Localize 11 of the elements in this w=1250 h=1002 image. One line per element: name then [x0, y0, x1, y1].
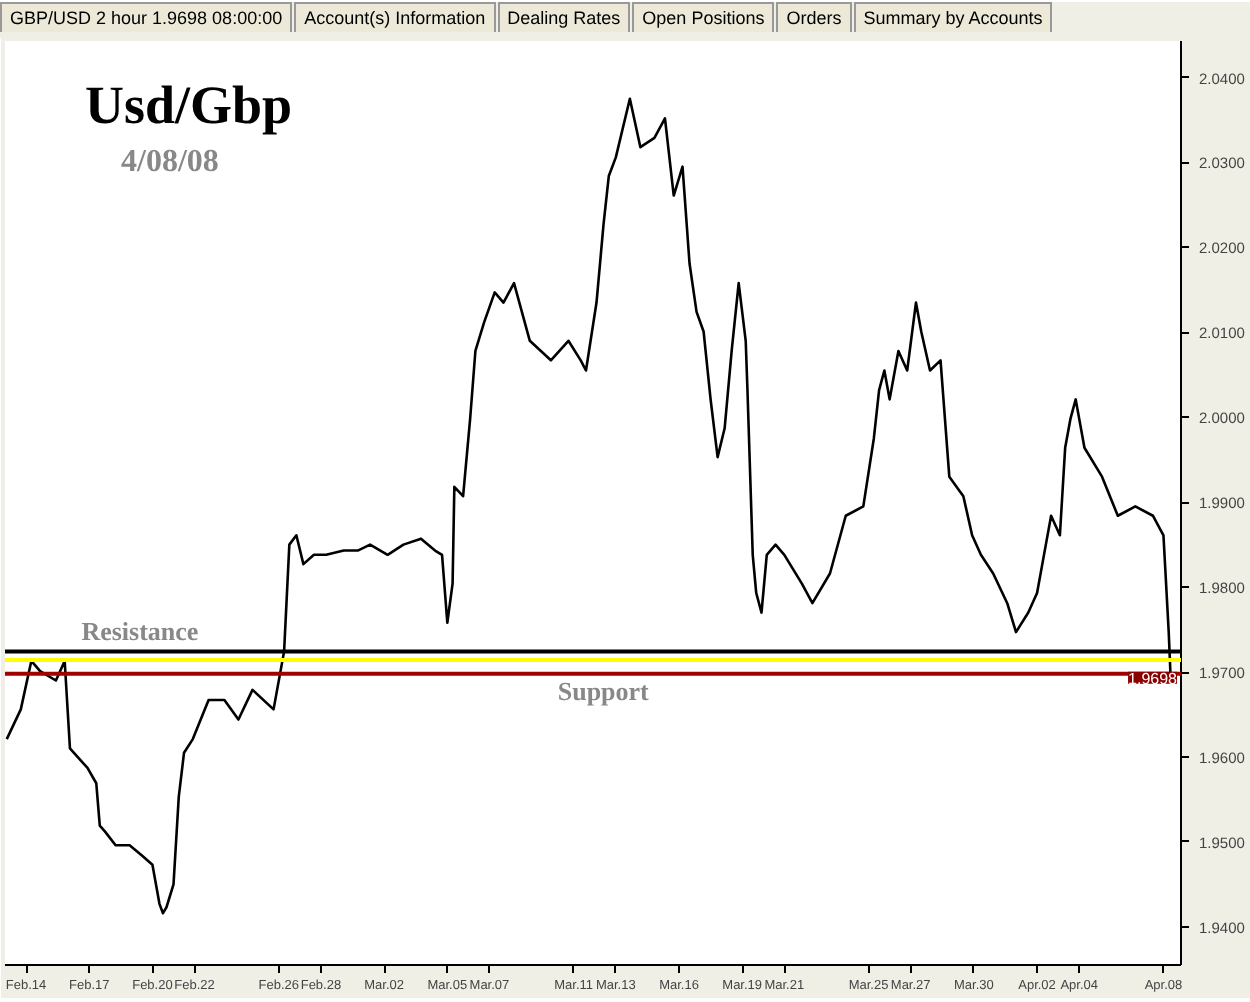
- text: GBP/USD 2 hour 1.9698 08:00:00: [0, 2, 293, 32]
- ref-line-label: Support: [557, 675, 651, 706]
- text: 4/08/08: [121, 145, 219, 179]
- text: Orders: [776, 2, 852, 32]
- text: Dealing Rates: [497, 2, 631, 32]
- text: Account(s) Information: [294, 2, 496, 32]
- annotation: 1.9698: [1128, 669, 1179, 688]
- ref-line-label: Resistance: [81, 615, 199, 646]
- text: Summary by Accounts: [853, 2, 1053, 32]
- text: Open Positions: [632, 2, 775, 32]
- text: Usd/Gbp: [85, 75, 293, 135]
